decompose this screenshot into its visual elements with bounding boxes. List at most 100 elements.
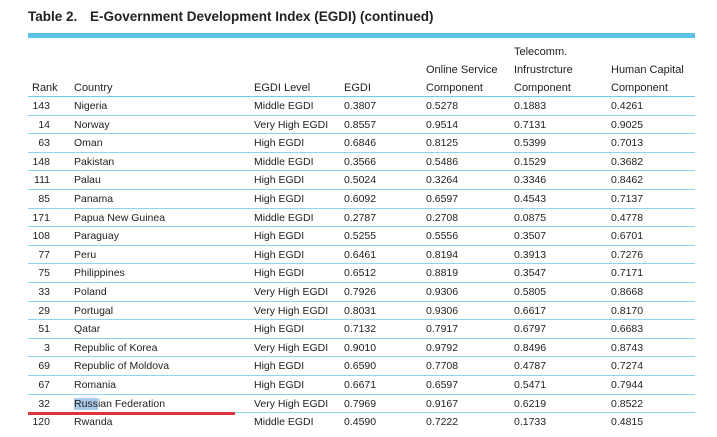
egdi-cell: 0.3566: [344, 155, 377, 168]
country-cell: Paraguay: [74, 230, 119, 243]
egdi-cell: 0.6590: [344, 360, 377, 373]
table-header: Rank Country EGDI Level EGDI Online Serv…: [28, 38, 695, 98]
header-osc-line1: Online Service: [426, 64, 498, 76]
egdi-cell: 0.6671: [344, 379, 377, 391]
country-cell[interactable]: Russian Federation: [74, 395, 165, 413]
table-row: 69 Republic of Moldova High EGDI 0.6590 …: [28, 357, 695, 376]
table-row: 85 Panama High EGDI 0.6092 0.6597 0.4543…: [28, 190, 695, 209]
table-number: Table 2.: [28, 9, 78, 24]
human-capital-cell: 0.8522: [611, 397, 644, 410]
rank-cell: 69: [38, 360, 50, 373]
egdi-level-cell: High EGDI: [254, 193, 305, 205]
egdi-level-cell: High EGDI: [254, 174, 305, 187]
egdi-level-cell: Very High EGDI: [254, 341, 329, 354]
rank-cell: 32: [38, 397, 50, 410]
human-capital-cell: 0.7137: [611, 193, 644, 205]
telecom-cell: 0.3346: [514, 174, 547, 187]
human-capital-cell: 0.8668: [611, 286, 644, 298]
egdi-level-cell: Middle EGDI: [254, 416, 314, 429]
egdi-level-cell: Very High EGDI: [254, 118, 329, 131]
egdi-cell: 0.4590: [344, 416, 377, 429]
table-title-text: E-Government Development Index (EGDI) (c…: [90, 9, 434, 24]
online-service-cell: 0.9306: [426, 286, 459, 298]
rank-cell: 171: [32, 211, 50, 224]
table-row: 67 Romania High EGDI 0.6671 0.6597 0.547…: [28, 376, 695, 395]
country-cell: Nigeria: [74, 100, 108, 112]
country-cell: Peru: [74, 248, 97, 261]
table-row: 148 Pakistan Middle EGDI 0.3566 0.5486 0…: [28, 153, 695, 172]
telecom-cell: 0.4543: [514, 193, 547, 205]
human-capital-cell: 0.8462: [611, 174, 644, 187]
country-cell: Romania: [74, 379, 117, 391]
online-service-cell: 0.7222: [426, 416, 459, 429]
human-capital-cell: 0.4778: [611, 211, 644, 224]
human-capital-cell: 0.7171: [611, 267, 644, 280]
header-bottom-rule: [28, 96, 695, 97]
egdi-cell: 0.7132: [344, 323, 377, 336]
rank-cell: 63: [38, 137, 50, 150]
online-service-cell: 0.9306: [426, 304, 459, 317]
table-row: 29 Portugal Very High EGDI 0.8031 0.9306…: [28, 302, 695, 321]
table-row: 14 Norway Very High EGDI 0.8557 0.9514 0…: [28, 116, 695, 135]
country-cell: Papua New Guinea: [74, 211, 166, 224]
table-row: 3 Republic of Korea Very High EGDI 0.901…: [28, 339, 695, 358]
online-service-cell: 0.8125: [426, 137, 459, 150]
table-row: 75 Philippines High EGDI 0.6512 0.8819 0…: [28, 264, 695, 283]
telecom-cell: 0.8496: [514, 341, 547, 354]
human-capital-cell: 0.7944: [611, 379, 644, 391]
header-hcc-line2: Component: [611, 82, 668, 94]
table-title: Table 2. E-Government Development Index (…: [28, 9, 434, 24]
header-egdi-level: EGDI Level: [254, 82, 311, 94]
country-text: ian Federation: [97, 397, 166, 410]
human-capital-cell: 0.4815: [611, 416, 644, 429]
egdi-cell: 0.6461: [344, 248, 377, 261]
online-service-cell: 0.9514: [426, 118, 459, 131]
egdi-cell: 0.6846: [344, 137, 377, 150]
online-service-cell: 0.8194: [426, 248, 459, 261]
red-annotation-underline: [28, 412, 235, 415]
country-cell: Republic of Korea: [74, 341, 158, 354]
online-service-cell: 0.6597: [426, 193, 459, 205]
egdi-level-cell: Middle EGDI: [254, 100, 314, 112]
human-capital-cell: 0.7276: [611, 248, 644, 261]
egdi-level-cell: High EGDI: [254, 137, 305, 150]
online-service-cell: 0.8819: [426, 267, 459, 280]
egdi-level-cell: High EGDI: [254, 230, 305, 243]
egdi-level-cell: High EGDI: [254, 248, 305, 261]
telecom-cell: 0.5805: [514, 286, 547, 298]
rank-cell: 29: [38, 304, 50, 317]
country-cell: Republic of Moldova: [74, 360, 170, 373]
telecom-cell: 0.5471: [514, 379, 547, 391]
header-country: Country: [74, 82, 113, 94]
table-row: 77 Peru High EGDI 0.6461 0.8194 0.3913 0…: [28, 246, 695, 265]
egdi-level-cell: Very High EGDI: [254, 397, 329, 410]
egdi-level-cell: Middle EGDI: [254, 211, 314, 224]
online-service-cell: 0.2708: [426, 211, 459, 224]
rank-cell: 3: [44, 341, 50, 354]
telecom-cell: 0.6617: [514, 304, 547, 317]
country-cell: Norway: [74, 118, 110, 131]
egdi-cell: 0.8031: [344, 304, 377, 317]
rank-cell: 75: [38, 267, 50, 280]
country-cell: Oman: [74, 137, 103, 150]
country-cell: Panama: [74, 193, 114, 205]
online-service-cell: 0.3264: [426, 174, 459, 187]
human-capital-cell: 0.4261: [611, 100, 644, 112]
egdi-cell: 0.7926: [344, 286, 377, 298]
human-capital-cell: 0.8170: [611, 304, 644, 317]
egdi-level-cell: Very High EGDI: [254, 286, 329, 298]
table-row: 51 Qatar High EGDI 0.7132 0.7917 0.6797 …: [28, 320, 695, 339]
country-cell: Qatar: [74, 323, 101, 336]
rank-cell: 77: [38, 248, 50, 261]
country-cell: Poland: [74, 286, 107, 298]
egdi-cell: 0.6092: [344, 193, 377, 205]
online-service-cell: 0.5556: [426, 230, 459, 243]
egdi-cell: 0.6512: [344, 267, 377, 280]
table-row: 63 Oman High EGDI 0.6846 0.8125 0.5399 0…: [28, 134, 695, 153]
online-service-cell: 0.7708: [426, 360, 459, 373]
telecom-cell: 0.3913: [514, 248, 547, 261]
header-tic-line3: Component: [514, 82, 571, 94]
rank-cell: 108: [32, 230, 50, 243]
header-osc-line2: Component: [426, 82, 483, 94]
egdi-cell: 0.5255: [344, 230, 377, 243]
